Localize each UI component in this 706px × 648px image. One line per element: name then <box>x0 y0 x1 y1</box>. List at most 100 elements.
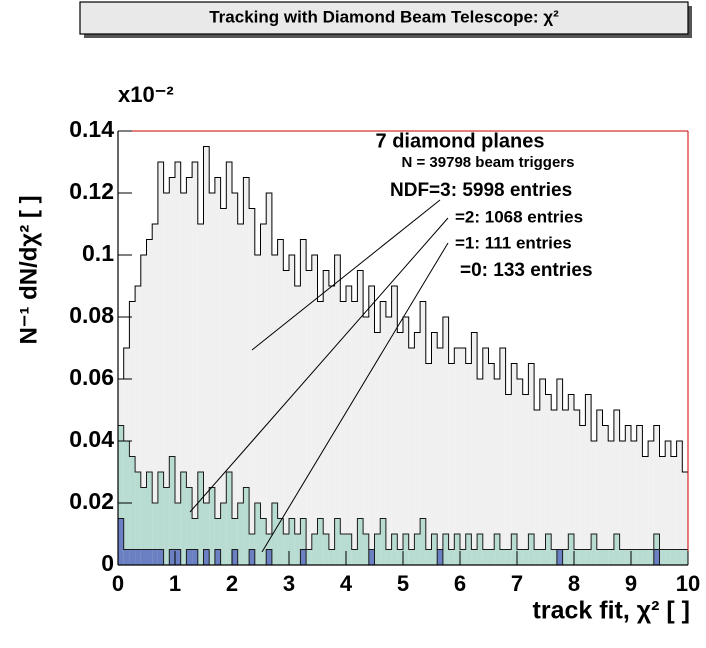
bin <box>494 379 500 565</box>
bin <box>442 317 449 565</box>
bin <box>511 363 517 565</box>
bin <box>351 549 358 565</box>
bin <box>670 549 677 565</box>
bin <box>152 549 158 565</box>
bin <box>631 441 637 565</box>
bin <box>596 410 603 565</box>
bin <box>209 487 215 565</box>
y-axis-title: N⁻¹ dN/dχ² [ ] <box>15 195 42 344</box>
bin <box>625 425 631 565</box>
bin <box>317 518 324 565</box>
y-tick-label: 0 <box>101 550 114 576</box>
bin <box>214 177 221 565</box>
bin <box>283 270 289 565</box>
bin <box>420 301 426 565</box>
bin <box>539 549 546 565</box>
bin <box>306 549 312 565</box>
bin <box>460 549 466 565</box>
bin <box>670 456 677 565</box>
bin <box>169 456 175 565</box>
bin <box>631 549 637 565</box>
bin <box>260 224 267 565</box>
bin <box>186 487 193 565</box>
bin <box>129 456 136 565</box>
y-tick-label: 0.1 <box>82 240 114 266</box>
bin <box>232 193 238 565</box>
bin <box>602 425 609 565</box>
pointer-lines <box>189 199 449 553</box>
bin <box>488 549 495 565</box>
bin <box>545 394 552 565</box>
bin <box>334 255 341 565</box>
bin <box>596 549 603 565</box>
bin <box>346 286 352 565</box>
bin <box>340 534 346 565</box>
bin <box>186 549 193 565</box>
bin <box>488 363 495 565</box>
bin <box>118 425 124 565</box>
bin <box>140 255 147 565</box>
bin <box>300 239 307 565</box>
title-box <box>79 1 689 35</box>
bin <box>271 503 278 565</box>
bin <box>471 549 478 565</box>
bin <box>522 394 529 565</box>
bin <box>556 379 563 565</box>
bin <box>482 549 489 565</box>
bin <box>157 549 164 565</box>
bin <box>437 549 443 565</box>
bin <box>163 193 170 565</box>
x-tick-label: 3 <box>283 571 295 596</box>
bin <box>591 441 597 565</box>
bin <box>311 534 318 565</box>
bin <box>146 549 153 565</box>
bin <box>414 332 421 565</box>
bin <box>289 518 295 565</box>
bin <box>135 549 141 565</box>
bin <box>249 208 255 565</box>
bin <box>249 549 255 565</box>
bin <box>334 518 341 565</box>
y-tick-label: 0.14 <box>69 116 114 142</box>
bin <box>232 549 238 565</box>
bin <box>385 549 392 565</box>
bin <box>192 549 198 565</box>
bin <box>391 534 398 565</box>
bin <box>180 193 187 565</box>
bin <box>209 193 215 565</box>
bin <box>511 534 517 565</box>
bin <box>636 425 643 565</box>
bin <box>608 441 614 565</box>
bin <box>306 270 312 565</box>
bin <box>254 255 261 565</box>
bin <box>653 549 660 565</box>
bin <box>374 534 381 565</box>
bin <box>363 317 369 565</box>
bin <box>283 534 289 565</box>
bin <box>545 534 552 565</box>
bin <box>237 224 244 565</box>
bin <box>528 534 535 565</box>
bin <box>602 549 609 565</box>
bin <box>146 472 153 565</box>
bin <box>368 286 375 565</box>
bin <box>574 410 580 565</box>
bin <box>351 301 358 565</box>
x-tick-label: 2 <box>226 571 238 596</box>
chart-title: Tracking with Diamond Beam Telescope: χ² <box>209 7 559 26</box>
bin <box>123 549 130 565</box>
bin <box>197 472 204 565</box>
bin <box>180 472 187 565</box>
bin <box>676 549 683 565</box>
y-tick-label: 0.04 <box>69 426 114 452</box>
bin <box>517 549 523 565</box>
bin <box>431 332 438 565</box>
bin <box>254 503 261 565</box>
annotation: =0: 133 entries <box>460 260 593 281</box>
bin <box>237 503 244 565</box>
bin <box>397 332 403 565</box>
bin <box>192 162 198 565</box>
x-tick-label: 7 <box>511 571 523 596</box>
bin <box>665 441 671 565</box>
